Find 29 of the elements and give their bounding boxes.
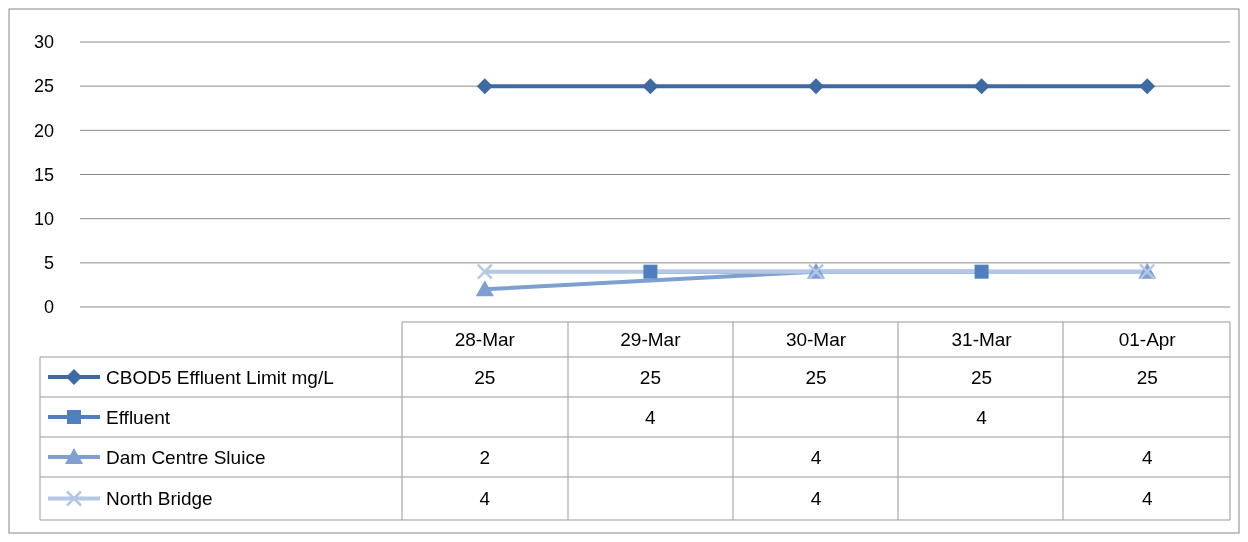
y-tick-label: 10: [33, 208, 54, 229]
data-label: 25: [474, 366, 496, 388]
legend-label: North Bridge: [106, 488, 213, 510]
data-label: 4: [479, 488, 491, 510]
data-label: 4: [976, 406, 988, 428]
y-tick-label: 20: [33, 120, 54, 141]
legend-label: Effluent: [106, 406, 171, 428]
legend-label: CBOD5 Effluent Limit mg/L: [106, 366, 334, 388]
data-label: 4: [645, 406, 657, 428]
x-tick-label: 29-Mar: [620, 329, 682, 351]
y-tick-label: 15: [33, 164, 54, 185]
data-label: 4: [1141, 488, 1153, 510]
data-label: 25: [805, 366, 827, 388]
data-label: 25: [639, 366, 661, 388]
legend-label: Dam Centre Sluice: [106, 446, 266, 468]
data-label: 4: [1141, 446, 1153, 468]
x-tick-label: 01-Apr: [1118, 329, 1177, 351]
x-tick-label: 28-Mar: [454, 329, 516, 351]
y-tick-label: 0: [43, 297, 54, 318]
data-label: 2: [479, 446, 491, 468]
y-tick-label: 30: [33, 32, 54, 53]
data-label: 4: [810, 446, 822, 468]
data-label: 25: [1136, 366, 1158, 388]
data-label: 25: [971, 366, 993, 388]
x-tick-label: 30-Mar: [785, 329, 847, 351]
data-label: 4: [810, 488, 822, 510]
y-tick-label: 25: [33, 76, 54, 97]
x-tick-label: 31-Mar: [951, 329, 1013, 351]
y-tick-label: 5: [43, 253, 54, 274]
